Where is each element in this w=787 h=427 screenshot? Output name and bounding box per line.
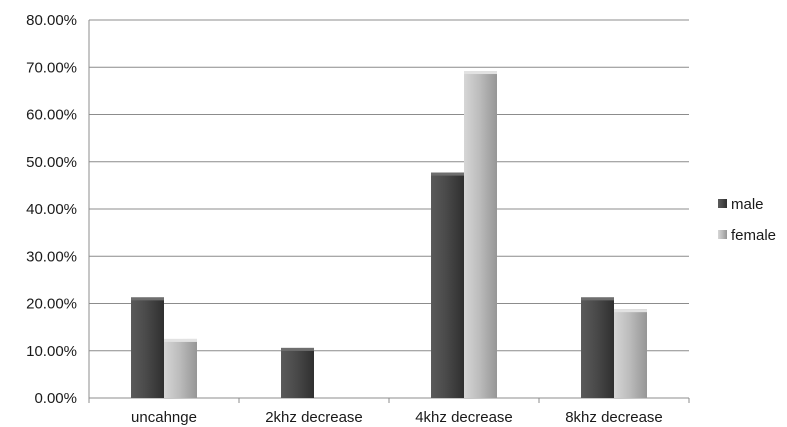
bar-male: [281, 347, 314, 398]
bar-cap-male: [281, 347, 314, 351]
bar-cap-male: [431, 172, 464, 176]
x-category-label: 8khz decrease: [565, 409, 663, 426]
y-tick-label: 10.00%: [26, 343, 77, 360]
y-tick-label: 30.00%: [26, 248, 77, 265]
y-tick-label: 70.00%: [26, 59, 77, 76]
x-category-label: 4khz decrease: [415, 409, 513, 426]
y-tick-label: 20.00%: [26, 296, 77, 313]
x-category-label: 2khz decrease: [265, 409, 363, 426]
bar-male: [431, 172, 464, 398]
bar-male: [131, 297, 164, 398]
gridlines: [89, 19, 689, 352]
bars: [131, 71, 647, 398]
bar-female: [464, 71, 497, 398]
bar-cap-female: [164, 338, 197, 342]
legend-swatch-female: [718, 230, 727, 239]
legend-label-female: female: [731, 227, 776, 244]
y-tick-label: 50.00%: [26, 154, 77, 171]
bar-cap-female: [614, 309, 647, 313]
legend-label-male: male: [731, 196, 764, 213]
y-axis-tick-labels: 0.00% 10.00% 20.00% 30.00% 40.00% 50.00% 60.00…: [26, 12, 77, 407]
bar-cap-male: [131, 297, 164, 301]
x-category-label: uncahnge: [131, 409, 197, 426]
bar-female: [614, 309, 647, 398]
y-tick-label: 80.00%: [26, 12, 77, 29]
x-axis-category-labels: uncahnge 2khz decrease 4khz decrease 8khz d…: [131, 409, 663, 426]
bar-male: [581, 297, 614, 398]
y-tick-label: 40.00%: [26, 201, 77, 218]
bar-cap-male: [581, 297, 614, 301]
y-tick-label: 0.00%: [34, 390, 77, 407]
bar-female: [164, 338, 197, 398]
y-tick-label: 60.00%: [26, 107, 77, 124]
bar-cap-female: [464, 71, 497, 75]
legend: male female: [718, 196, 776, 244]
legend-swatch-male: [718, 199, 727, 208]
